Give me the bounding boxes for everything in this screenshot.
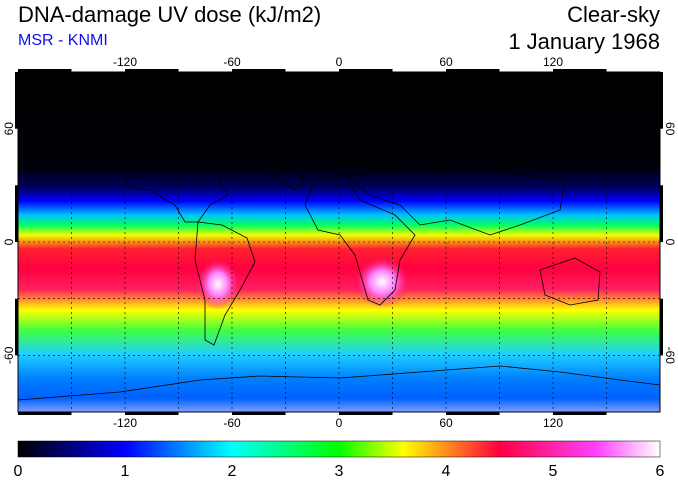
colorbar-label: 2 xyxy=(228,463,237,480)
map-frame xyxy=(15,69,663,415)
lon-tick-label: -60 xyxy=(223,416,241,430)
lon-tick-label: 0 xyxy=(336,416,343,430)
lon-tick-label: 120 xyxy=(543,55,563,69)
lat-tick-label: -60 xyxy=(663,347,677,365)
colorbar-label: 6 xyxy=(656,463,665,480)
lon-tick-label: 120 xyxy=(543,416,563,430)
colorbar: 0 1 2 3 4 5 6 xyxy=(14,440,665,480)
colorbar-label: 3 xyxy=(335,463,344,480)
date-label: 1 January 1968 xyxy=(508,29,660,54)
eurasia-coast xyxy=(343,169,566,236)
colorbar-label: 1 xyxy=(121,463,130,480)
colorbar-label: 0 xyxy=(14,463,23,480)
lat-tick-label: 0 xyxy=(663,239,677,246)
lon-tick-label: -120 xyxy=(113,416,137,430)
lon-tick-label: 0 xyxy=(336,55,343,69)
australia-coast xyxy=(539,257,601,306)
colorbar-label: 4 xyxy=(442,463,451,480)
lat-tick-label: -60 xyxy=(2,346,16,364)
source-label: MSR - KNMI xyxy=(18,32,108,49)
southern-africa-hotspot xyxy=(354,256,410,308)
greenland-coast xyxy=(268,169,306,191)
sky-condition-label: Clear-sky xyxy=(567,2,660,27)
lon-tick-label: -120 xyxy=(113,55,137,69)
lat-tick-label: 0 xyxy=(2,238,16,245)
colorbar-label: 5 xyxy=(549,463,558,480)
colorbar-gradient xyxy=(17,440,661,458)
south-america-coast xyxy=(194,221,256,346)
lon-tick-label: -60 xyxy=(223,55,241,69)
lat-tick-label: 60 xyxy=(663,122,677,136)
chart-title: DNA-damage UV dose (kJ/m2) xyxy=(18,2,322,27)
gridlines xyxy=(18,72,660,412)
africa-coast xyxy=(304,174,416,306)
lon-tick-label: 60 xyxy=(439,55,453,69)
south-america-hotspot xyxy=(196,258,240,310)
coastlines xyxy=(17,159,661,401)
lon-tick-label: 60 xyxy=(439,416,453,430)
lat-tick-label: 60 xyxy=(2,122,16,136)
antarctica-coast xyxy=(17,365,661,401)
